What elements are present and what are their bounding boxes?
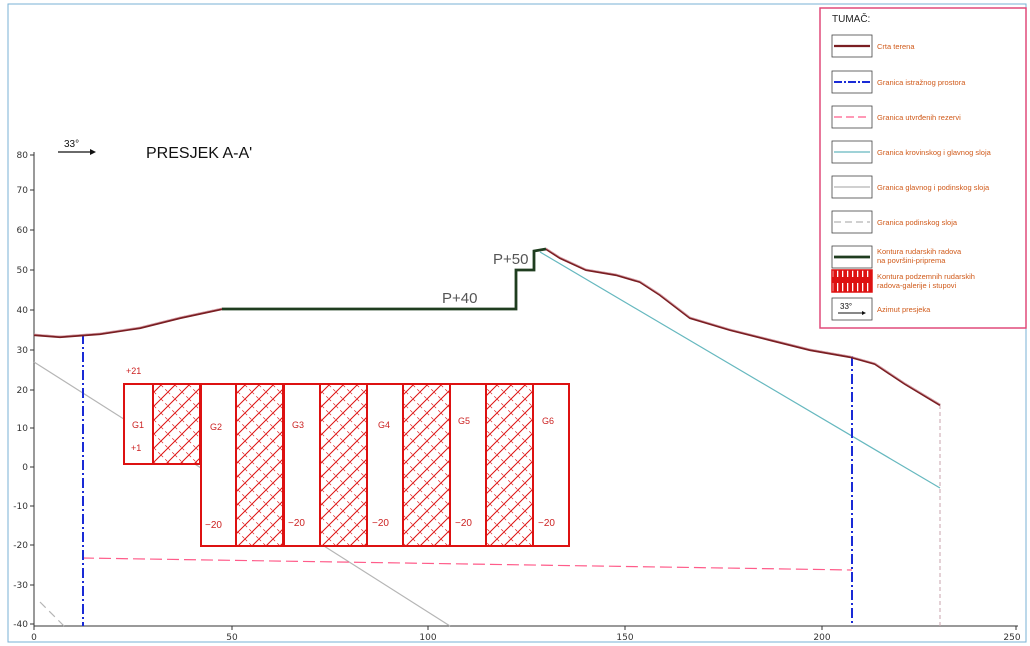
legend-item-azimuth: Azimut presjeka [877, 305, 931, 314]
level-label-minus20: −20 [538, 518, 555, 529]
gallery-label: G2 [210, 422, 222, 432]
y-tick-label: -30 [13, 581, 28, 591]
legend-item-terrain: Crta terena [877, 42, 915, 51]
azimuth-indicator: 33° [58, 139, 96, 155]
gallery-g5 [449, 383, 487, 547]
x-tick-label: 50 [226, 633, 238, 643]
pillar [235, 383, 284, 547]
x-tick-label: 200 [813, 633, 830, 643]
pillars [152, 383, 534, 547]
roof-layer-boundary [539, 251, 941, 489]
legend-title: TUMAČ: [832, 12, 870, 25]
y-tick-label: -40 [13, 620, 28, 630]
terrain-line [33, 248, 941, 406]
y-tick-label: 20 [17, 386, 29, 396]
galleries [123, 383, 570, 547]
level-label-minus20: −20 [205, 520, 222, 531]
legend-azimuth-symbol: 33° [840, 302, 852, 311]
level-label-minus20: −20 [288, 518, 305, 529]
legend-item-underground: Kontura podzemnih rudarskih [877, 272, 975, 281]
gallery-label: G3 [292, 420, 304, 430]
legend: TUMAČ: Crta terena Granica istražnog pro… [819, 7, 1027, 329]
gallery-label: G4 [378, 420, 390, 430]
legend-item-underground-line2: radova-galerije i stupovi [877, 281, 957, 290]
gallery-g2 [200, 383, 237, 547]
y-tick-label: 60 [17, 226, 29, 236]
legend-item-floor: Granica podinskog sloja [877, 218, 958, 227]
y-tick-label: 30 [17, 346, 29, 356]
y-tick-labels: 80 70 60 50 40 30 20 10 0 -10 -20 -30 -4… [13, 151, 34, 630]
x-tick-labels: 0 50 100 150 200 250 [31, 626, 1021, 643]
x-tick-label: 0 [31, 633, 37, 643]
arrow-right-icon [90, 149, 96, 155]
level-label-minus20: −20 [372, 518, 389, 529]
gallery-label: G5 [458, 416, 470, 426]
y-tick-label: 80 [17, 151, 29, 161]
y-tick-label: 0 [22, 463, 28, 473]
gallery-g4 [366, 383, 404, 547]
legend-swatch [831, 269, 873, 293]
legend-item-surface-line2: na površini-priprema [877, 256, 946, 265]
pillar [319, 383, 368, 547]
x-tick-label: 100 [419, 633, 436, 643]
pillar [485, 383, 534, 547]
surface-works-contour [222, 247, 547, 311]
gallery-label: G6 [542, 416, 554, 426]
pillar [152, 383, 201, 465]
gallery-g6 [532, 383, 570, 547]
pillar [402, 383, 451, 547]
y-tick-label: -20 [13, 541, 28, 551]
terrain-line-highlight [33, 247, 941, 405]
legend-item-exploration: Granica istražnog prostora [877, 78, 966, 87]
legend-item-reserves: Granica utvrđenih rezervi [877, 113, 961, 122]
gallery-g3 [283, 383, 321, 547]
level-label-p40: P+40 [442, 290, 477, 307]
y-tick-label: 70 [17, 186, 29, 196]
x-tick-label: 250 [1003, 633, 1020, 643]
legend-item-main: Granica glavnog i podinskog sloja [877, 183, 990, 192]
level-label-plus21: +21 [126, 366, 141, 376]
legend-item-roof: Granica krovinskog i glavnog sloja [877, 148, 992, 157]
gallery-g1 [123, 383, 154, 465]
x-tick-label: 150 [616, 633, 633, 643]
y-tick-label: 50 [17, 266, 29, 276]
level-label-p50: P+50 [493, 251, 528, 268]
section-title: PRESJEK A-A' [146, 145, 252, 162]
level-label-minus20: −20 [455, 518, 472, 529]
y-tick-label: 40 [17, 306, 29, 316]
arrow-right-icon [862, 311, 866, 315]
level-label-plus1: +1 [131, 443, 141, 453]
legend-item-surface: Kontura rudarskih radova [877, 247, 962, 256]
gallery-label: G1 [132, 420, 144, 430]
y-tick-label: -10 [13, 502, 28, 512]
reserves-boundary [81, 557, 853, 571]
y-tick-label: 10 [17, 424, 29, 434]
azimuth-label: 33° [64, 139, 79, 150]
layer-boundary-floor [39, 601, 65, 627]
